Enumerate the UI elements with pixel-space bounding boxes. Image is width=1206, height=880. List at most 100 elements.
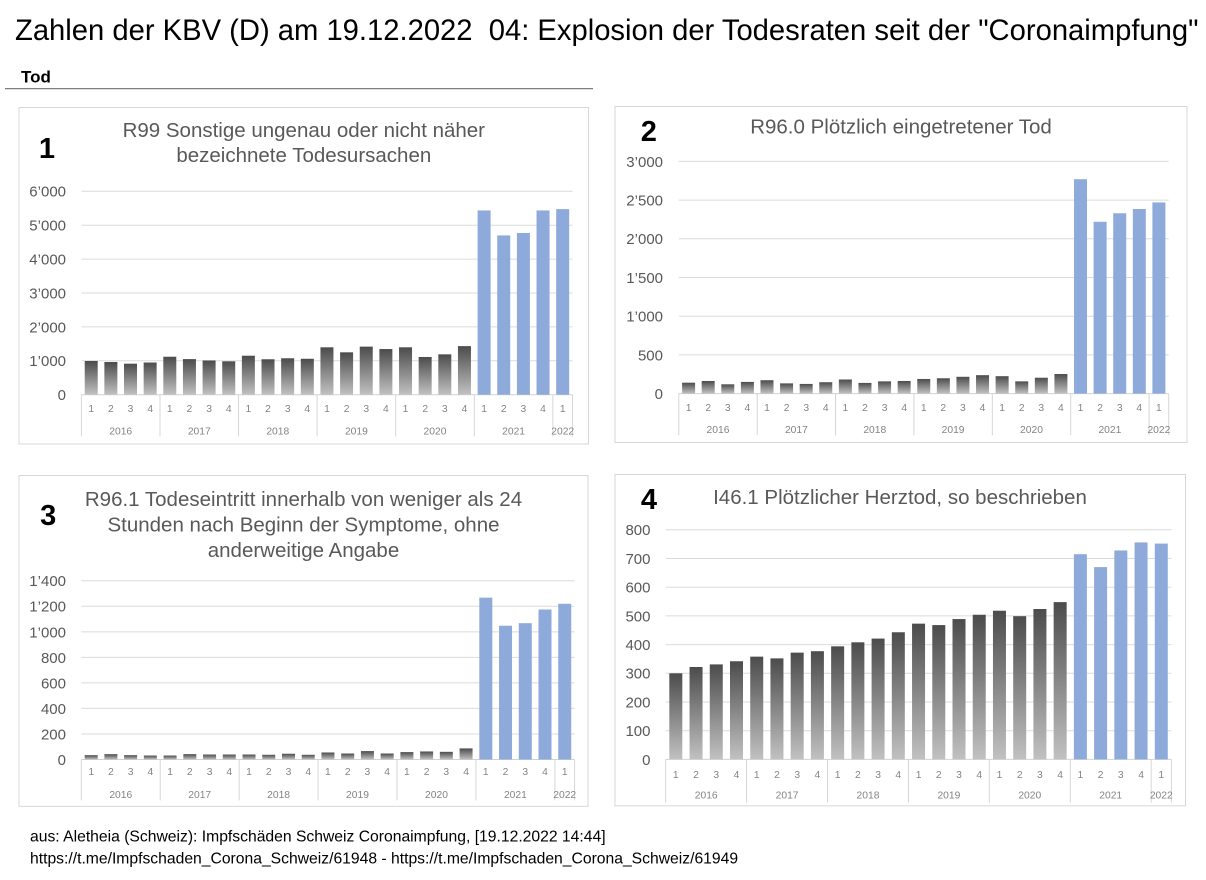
svg-text:1: 1 <box>997 770 1003 781</box>
svg-text:0: 0 <box>58 752 66 769</box>
svg-text:4: 4 <box>148 767 154 778</box>
svg-text:3: 3 <box>875 770 881 781</box>
svg-text:400: 400 <box>41 701 66 718</box>
svg-text:500: 500 <box>625 608 650 625</box>
svg-text:1: 1 <box>921 403 927 414</box>
svg-text:3’000: 3’000 <box>29 285 66 302</box>
svg-text:3: 3 <box>206 404 212 415</box>
svg-text:2: 2 <box>855 770 861 781</box>
svg-text:4: 4 <box>734 770 740 781</box>
svg-text:1: 1 <box>167 404 173 415</box>
svg-text:R99 Sonstige ungenau oder nich: R99 Sonstige ungenau oder nicht näher <box>123 119 486 142</box>
svg-text:500: 500 <box>638 347 663 364</box>
svg-text:4: 4 <box>901 403 907 414</box>
svg-text:3: 3 <box>713 770 719 781</box>
svg-text:200: 200 <box>41 726 66 743</box>
svg-text:4: 4 <box>383 404 389 415</box>
svg-text:aus: Aletheia (Schweiz): Impfs: aus: Aletheia (Schweiz): Impfschäden Sch… <box>30 829 606 846</box>
svg-text:2022: 2022 <box>553 790 576 801</box>
svg-text:100: 100 <box>625 723 650 740</box>
svg-text:2: 2 <box>424 767 430 778</box>
svg-text:2016: 2016 <box>695 790 718 801</box>
svg-text:1: 1 <box>686 403 692 414</box>
svg-text:2: 2 <box>784 403 790 414</box>
svg-text:2’000: 2’000 <box>626 231 663 248</box>
svg-text:4: 4 <box>1057 770 1063 781</box>
svg-text:2021: 2021 <box>1099 790 1122 801</box>
svg-text:2’000: 2’000 <box>29 319 66 336</box>
svg-text:3: 3 <box>285 404 291 415</box>
svg-text:2016: 2016 <box>109 426 132 437</box>
svg-text:6’000: 6’000 <box>29 184 66 201</box>
svg-text:2: 2 <box>422 404 428 415</box>
svg-text:3: 3 <box>1038 403 1044 414</box>
svg-text:1: 1 <box>246 404 252 415</box>
svg-text:3: 3 <box>956 770 962 781</box>
svg-text:3: 3 <box>363 404 369 415</box>
svg-text:2017: 2017 <box>188 790 211 801</box>
svg-text:1: 1 <box>1078 403 1084 414</box>
svg-text:1: 1 <box>404 767 410 778</box>
svg-text:600: 600 <box>41 675 66 692</box>
svg-text:2022: 2022 <box>551 426 574 437</box>
svg-text:2016: 2016 <box>707 425 730 436</box>
svg-text:2019: 2019 <box>346 790 369 801</box>
svg-text:4: 4 <box>463 767 469 778</box>
svg-text:300: 300 <box>625 666 650 683</box>
svg-text:1: 1 <box>999 403 1005 414</box>
svg-text:2018: 2018 <box>266 426 289 437</box>
svg-text:1: 1 <box>562 767 568 778</box>
svg-text:1: 1 <box>483 767 489 778</box>
svg-text:2021: 2021 <box>504 790 527 801</box>
svg-text:3: 3 <box>286 767 292 778</box>
svg-text:2: 2 <box>503 767 509 778</box>
svg-text:4: 4 <box>462 404 468 415</box>
svg-text:3: 3 <box>442 404 448 415</box>
svg-text:2017: 2017 <box>785 425 808 436</box>
svg-text:1: 1 <box>916 770 922 781</box>
svg-text:4: 4 <box>745 403 751 414</box>
svg-text:2019: 2019 <box>345 426 368 437</box>
svg-text:4: 4 <box>815 770 821 781</box>
svg-text:3: 3 <box>960 403 966 414</box>
svg-text:2018: 2018 <box>857 790 880 801</box>
svg-text:1: 1 <box>246 767 252 778</box>
svg-text:2017: 2017 <box>776 790 799 801</box>
svg-text:4: 4 <box>980 403 986 414</box>
svg-text:0: 0 <box>58 387 66 404</box>
svg-text:2: 2 <box>187 767 193 778</box>
svg-text:1: 1 <box>167 767 173 778</box>
svg-text:3: 3 <box>1037 770 1043 781</box>
svg-text:2018: 2018 <box>267 790 290 801</box>
svg-text:4: 4 <box>823 403 829 414</box>
svg-text:4: 4 <box>1136 403 1142 414</box>
svg-text:bezeichnete Todesursachen: bezeichnete Todesursachen <box>176 144 431 167</box>
svg-text:4: 4 <box>147 404 153 415</box>
svg-text:2: 2 <box>705 403 711 414</box>
svg-text:1’400: 1’400 <box>29 573 66 590</box>
svg-text:4: 4 <box>976 770 982 781</box>
svg-text:1: 1 <box>481 404 487 415</box>
svg-text:0: 0 <box>655 386 663 403</box>
svg-text:1: 1 <box>754 770 760 781</box>
svg-text:3: 3 <box>128 767 134 778</box>
svg-text:2019: 2019 <box>942 425 965 436</box>
svg-text:1: 1 <box>88 404 94 415</box>
svg-text:1’000: 1’000 <box>29 353 66 370</box>
svg-text:4: 4 <box>1058 403 1064 414</box>
svg-text:2020: 2020 <box>424 426 447 437</box>
svg-text:2: 2 <box>501 404 507 415</box>
svg-text:2: 2 <box>940 403 946 414</box>
svg-text:4: 4 <box>895 770 901 781</box>
svg-text:400: 400 <box>625 637 650 654</box>
svg-text:2’500: 2’500 <box>626 193 663 210</box>
svg-text:2022: 2022 <box>1147 425 1170 436</box>
svg-text:Tod: Tod <box>21 68 51 87</box>
svg-text:1: 1 <box>324 404 330 415</box>
svg-text:2016: 2016 <box>109 790 132 801</box>
svg-text:4: 4 <box>384 767 390 778</box>
svg-text:2: 2 <box>936 770 942 781</box>
svg-text:200: 200 <box>625 694 650 711</box>
svg-text:2: 2 <box>187 404 193 415</box>
svg-text:3: 3 <box>794 770 800 781</box>
